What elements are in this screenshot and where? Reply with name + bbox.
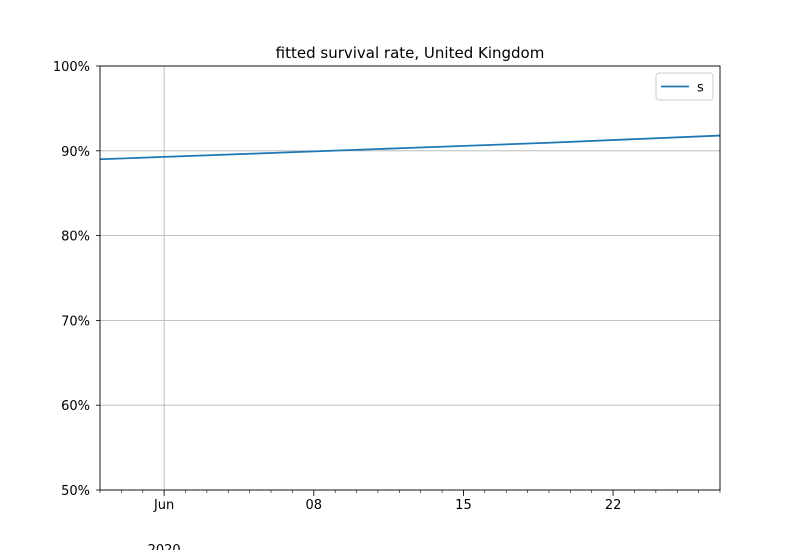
x-tick-sublabel: 2020 <box>148 543 181 550</box>
plot-area: 50% 60% 70% 80% 90% 100% Jun 2020 08 15 22 s <box>53 60 721 550</box>
y-tick-label: 70% <box>61 314 90 329</box>
y-tick-label: 80% <box>61 230 90 245</box>
y-tick-label: 50% <box>61 484 90 499</box>
y-tick-label: 60% <box>61 399 90 414</box>
y-tick-label: 100% <box>53 60 90 75</box>
x-tick-label: Jun <box>153 498 174 513</box>
chart-title: fitted survival rate, United Kingdom <box>276 44 545 62</box>
axes-frame <box>99 65 721 491</box>
series-line-s <box>99 134 721 161</box>
x-tick-label: 08 <box>306 498 323 513</box>
x-tick-label: 15 <box>455 498 472 513</box>
y-tick-label: 90% <box>61 145 90 160</box>
x-tick-label: 22 <box>605 498 622 513</box>
legend-label: s <box>697 81 704 96</box>
